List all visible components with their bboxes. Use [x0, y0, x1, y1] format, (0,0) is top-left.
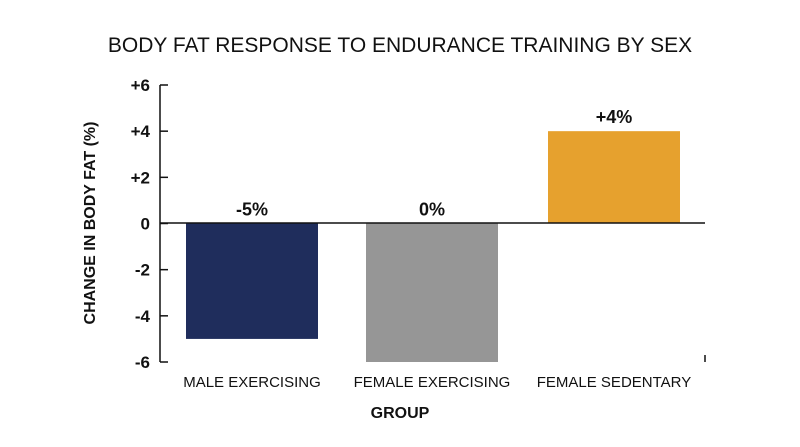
y-tick-label-0: +6	[131, 76, 150, 95]
x-tick-label-2: FEMALE SEDENTARY	[537, 374, 691, 391]
x-tick-label-1: FEMALE EXERCISING	[354, 374, 511, 391]
bar-0	[186, 223, 318, 339]
y-tick-label-1: +4	[131, 122, 151, 141]
y-tick-label-3: 0	[141, 215, 150, 234]
bars-group	[186, 131, 680, 362]
bar-1	[366, 223, 498, 362]
chart-title: BODY FAT RESPONSE TO ENDURANCE TRAINING …	[108, 34, 692, 57]
y-tick-label-5: -4	[135, 307, 151, 326]
x-tick-label-0: MALE EXERCISING	[183, 374, 321, 391]
y-tick-label-6: -6	[135, 353, 150, 372]
data-label-0: -5%	[236, 200, 268, 220]
x-categories-group: MALE EXERCISING FEMALE EXERCISING FEMALE S…	[183, 374, 691, 391]
y-axis-title: CHANGE IN BODY FAT (%)	[82, 122, 99, 325]
data-label-2: +4%	[596, 107, 633, 127]
y-tick-label-4: -2	[135, 261, 150, 280]
y-tick-label-2: +2	[131, 168, 150, 187]
data-labels-group: -5% 0% +4%	[236, 107, 632, 219]
x-axis-title: GROUP	[371, 405, 430, 422]
data-label-1: 0%	[419, 200, 445, 220]
bar-2	[548, 131, 680, 224]
y-ticks-group: +6 +4 +2 0 -2 -4 -6	[131, 76, 168, 372]
